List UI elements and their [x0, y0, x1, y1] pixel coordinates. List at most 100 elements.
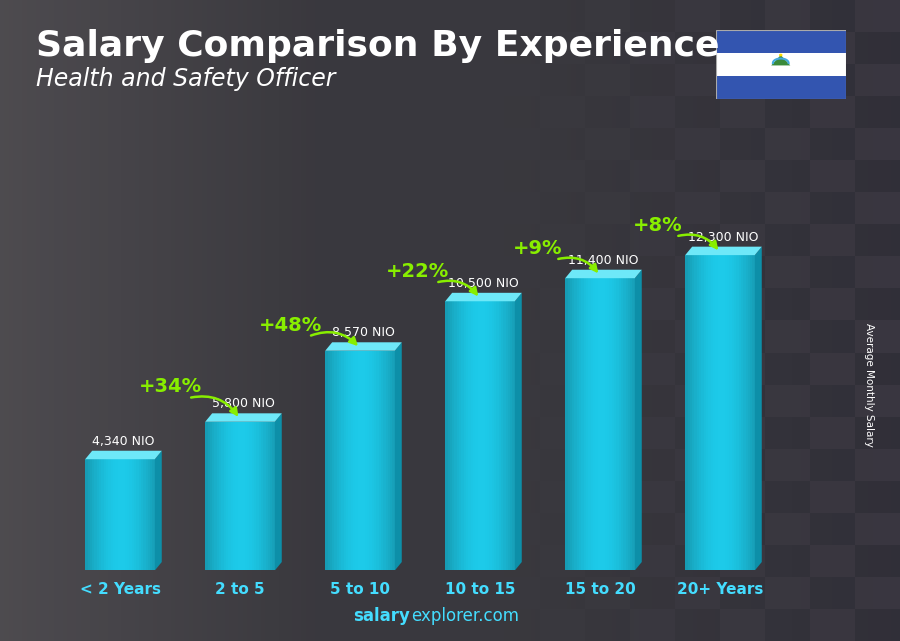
Bar: [614, 278, 617, 570]
Polygon shape: [155, 451, 162, 570]
Bar: [337, 351, 339, 570]
Bar: [628, 278, 630, 570]
Polygon shape: [205, 413, 282, 422]
Bar: [86, 459, 88, 570]
Bar: [704, 255, 707, 570]
Polygon shape: [446, 293, 522, 301]
Bar: [136, 459, 139, 570]
Bar: [328, 351, 330, 570]
Bar: [130, 459, 131, 570]
Bar: [736, 255, 739, 570]
Bar: [258, 422, 261, 570]
Text: +48%: +48%: [259, 315, 322, 335]
Text: +9%: +9%: [513, 238, 562, 258]
Polygon shape: [685, 247, 761, 255]
Polygon shape: [86, 451, 162, 459]
Bar: [205, 422, 208, 570]
Bar: [621, 278, 624, 570]
Bar: [124, 459, 127, 570]
Bar: [596, 278, 598, 570]
Text: 8,570 NIO: 8,570 NIO: [332, 326, 395, 339]
Bar: [605, 278, 608, 570]
Bar: [475, 301, 478, 570]
Bar: [346, 351, 348, 570]
Bar: [339, 351, 342, 570]
Bar: [221, 422, 224, 570]
Bar: [697, 255, 699, 570]
Bar: [577, 278, 580, 570]
Bar: [501, 301, 503, 570]
Bar: [720, 255, 723, 570]
Bar: [708, 255, 711, 570]
Bar: [711, 255, 714, 570]
Bar: [473, 301, 475, 570]
Bar: [727, 255, 730, 570]
Bar: [478, 301, 481, 570]
Text: +34%: +34%: [139, 377, 202, 396]
Bar: [452, 301, 454, 570]
Polygon shape: [634, 270, 642, 570]
Bar: [341, 351, 344, 570]
Bar: [385, 351, 388, 570]
Bar: [252, 422, 254, 570]
Bar: [249, 422, 252, 570]
Bar: [732, 255, 734, 570]
Bar: [87, 459, 90, 570]
Bar: [127, 459, 130, 570]
Bar: [717, 255, 720, 570]
Bar: [586, 278, 589, 570]
Bar: [723, 255, 724, 570]
Bar: [364, 351, 367, 570]
Bar: [468, 301, 471, 570]
Text: 5,800 NIO: 5,800 NIO: [212, 397, 274, 410]
Bar: [447, 301, 450, 570]
Bar: [236, 422, 238, 570]
Bar: [392, 351, 395, 570]
Bar: [360, 351, 363, 570]
Polygon shape: [771, 55, 790, 65]
Bar: [270, 422, 273, 570]
Bar: [716, 30, 846, 53]
Bar: [376, 351, 379, 570]
Bar: [254, 422, 256, 570]
Bar: [713, 255, 716, 570]
Bar: [348, 351, 351, 570]
Bar: [692, 255, 695, 570]
Bar: [565, 278, 568, 570]
Bar: [233, 422, 236, 570]
Bar: [506, 301, 508, 570]
Bar: [685, 255, 688, 570]
Bar: [471, 301, 473, 570]
Bar: [609, 278, 612, 570]
Bar: [454, 301, 457, 570]
Bar: [612, 278, 614, 570]
Bar: [268, 422, 270, 570]
Bar: [699, 255, 702, 570]
Text: 11,400 NIO: 11,400 NIO: [568, 254, 639, 267]
Bar: [480, 301, 482, 570]
Bar: [363, 351, 365, 570]
Bar: [590, 278, 593, 570]
Bar: [589, 278, 591, 570]
Bar: [247, 422, 249, 570]
Bar: [229, 422, 231, 570]
Bar: [512, 301, 515, 570]
Bar: [97, 459, 99, 570]
Polygon shape: [274, 413, 282, 570]
Bar: [741, 255, 743, 570]
Bar: [457, 301, 459, 570]
Bar: [369, 351, 372, 570]
Bar: [729, 255, 732, 570]
Bar: [688, 255, 690, 570]
Bar: [724, 255, 727, 570]
Bar: [695, 255, 697, 570]
Bar: [572, 278, 575, 570]
Bar: [748, 255, 751, 570]
Bar: [374, 351, 376, 570]
Bar: [484, 301, 487, 570]
Bar: [357, 351, 360, 570]
Bar: [226, 422, 229, 570]
Bar: [335, 351, 337, 570]
Bar: [381, 351, 383, 570]
Bar: [494, 301, 497, 570]
